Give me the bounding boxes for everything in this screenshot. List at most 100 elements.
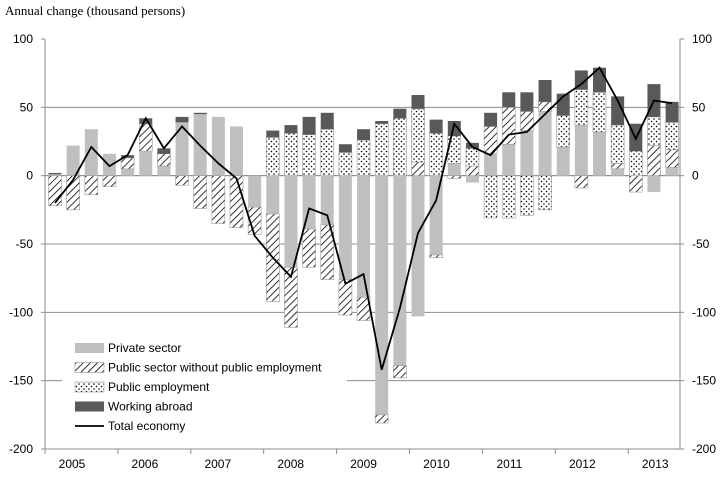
x-tick-label: 2010: [423, 457, 450, 471]
bar-private: [538, 111, 552, 176]
bar-hatch: [48, 175, 62, 207]
bar-abroad: [157, 148, 171, 154]
x-tick-label: 2011: [496, 457, 522, 471]
bar-abroad: [538, 80, 552, 102]
bar-private: [520, 130, 534, 176]
y-tick-label-right: -50: [692, 237, 710, 251]
bar-dots: [574, 89, 589, 126]
bar-hatch: [393, 365, 407, 379]
y-tick-label-left: -200: [9, 442, 33, 456]
bar-abroad: [665, 101, 679, 123]
bar-hatch: [647, 145, 661, 176]
bar-private: [593, 131, 606, 176]
bar-private: [647, 175, 661, 193]
bar-private: [248, 175, 262, 208]
y-tick-label-right: -150: [692, 374, 716, 388]
x-tick-label: 2009: [350, 457, 377, 471]
bar-hatch: [284, 266, 298, 328]
bar-abroad: [175, 116, 189, 123]
y-tick-label-right: -100: [692, 305, 716, 319]
bar-private: [175, 122, 189, 176]
bar-private: [665, 167, 679, 176]
bar-abroad: [284, 125, 298, 134]
bar-hatch: [84, 175, 99, 196]
legend-label: Private sector: [108, 341, 181, 355]
bar-abroad: [139, 118, 153, 124]
bar-dots: [465, 148, 480, 167]
bar-private: [611, 168, 625, 176]
legend-label: Working abroad: [108, 400, 193, 414]
bar-private: [393, 175, 407, 366]
bar-hatch: [102, 175, 117, 187]
legend-background: [62, 338, 347, 436]
bar-dots: [393, 117, 407, 176]
bar-private: [574, 125, 588, 176]
bar-abroad: [611, 96, 625, 126]
legend-label: Total economy: [108, 419, 185, 433]
legend-swatch-dots: [74, 381, 105, 393]
bar-hatch: [411, 161, 425, 176]
bar-hatch: [465, 165, 480, 176]
chart-title: Annual change (thousand persons): [5, 3, 185, 18]
x-tick-label: 2007: [204, 457, 231, 471]
bar-abroad: [574, 70, 588, 90]
y-tick-label-right: 50: [692, 100, 706, 114]
bar-hatch: [628, 175, 643, 193]
bar-private: [102, 153, 116, 176]
y-tick-label-left: 50: [20, 100, 34, 114]
bar-hatch: [120, 157, 135, 170]
bar-hatch: [447, 175, 462, 179]
bar-hatch: [338, 279, 353, 316]
bar-dots: [520, 175, 534, 216]
bar-abroad: [447, 121, 461, 137]
bar-private: [484, 153, 498, 176]
bar-hatch: [665, 149, 679, 168]
bar-abroad: [338, 144, 352, 153]
bar-dots: [411, 108, 425, 163]
bar-hatch: [175, 175, 189, 186]
bar-private: [66, 145, 80, 176]
bar-private: [502, 144, 516, 176]
bar-abroad: [266, 130, 280, 138]
bar-abroad: [357, 129, 371, 141]
bar-dots: [374, 123, 389, 176]
bar-hatch: [374, 414, 389, 424]
bar-private: [84, 129, 98, 176]
bar-abroad: [302, 116, 316, 135]
bar-private: [556, 146, 570, 176]
bar-dots: [356, 139, 371, 176]
y-tick-label-left: -100: [9, 305, 33, 319]
bar-abroad: [393, 108, 407, 119]
bar-dots: [501, 175, 516, 219]
bar-private: [411, 175, 425, 317]
legend-label: Public sector without public employment: [108, 361, 322, 375]
bar-abroad: [520, 92, 534, 112]
bar-dots: [284, 133, 298, 176]
bar-private: [157, 166, 171, 176]
bar-private: [139, 151, 153, 176]
bar-dots: [592, 92, 607, 133]
bar-private: [302, 175, 316, 229]
bar-hatch: [229, 175, 244, 228]
bar-dots: [429, 133, 443, 176]
bar-hatch: [610, 163, 625, 170]
bar-hatch: [193, 175, 207, 209]
y-tick-label-left: 100: [13, 32, 33, 46]
bar-hatch: [320, 224, 335, 280]
bar-dots: [302, 134, 316, 176]
legend-swatch-abroad: [75, 401, 104, 412]
y-tick-label-right: 100: [692, 32, 712, 46]
bar-dots: [647, 116, 661, 146]
bar-private: [320, 175, 334, 225]
y-tick-label-left: -50: [16, 237, 34, 251]
bar-dots: [628, 150, 643, 176]
bar-hatch: [211, 175, 226, 224]
y-tick-label-left: 0: [26, 169, 33, 183]
bar-abroad: [320, 112, 334, 130]
bar-dots: [610, 124, 625, 164]
bar-private: [465, 175, 479, 183]
y-tick-label-right: 0: [692, 169, 699, 183]
bar-private: [266, 175, 280, 214]
legend-swatch-private: [75, 343, 104, 353]
